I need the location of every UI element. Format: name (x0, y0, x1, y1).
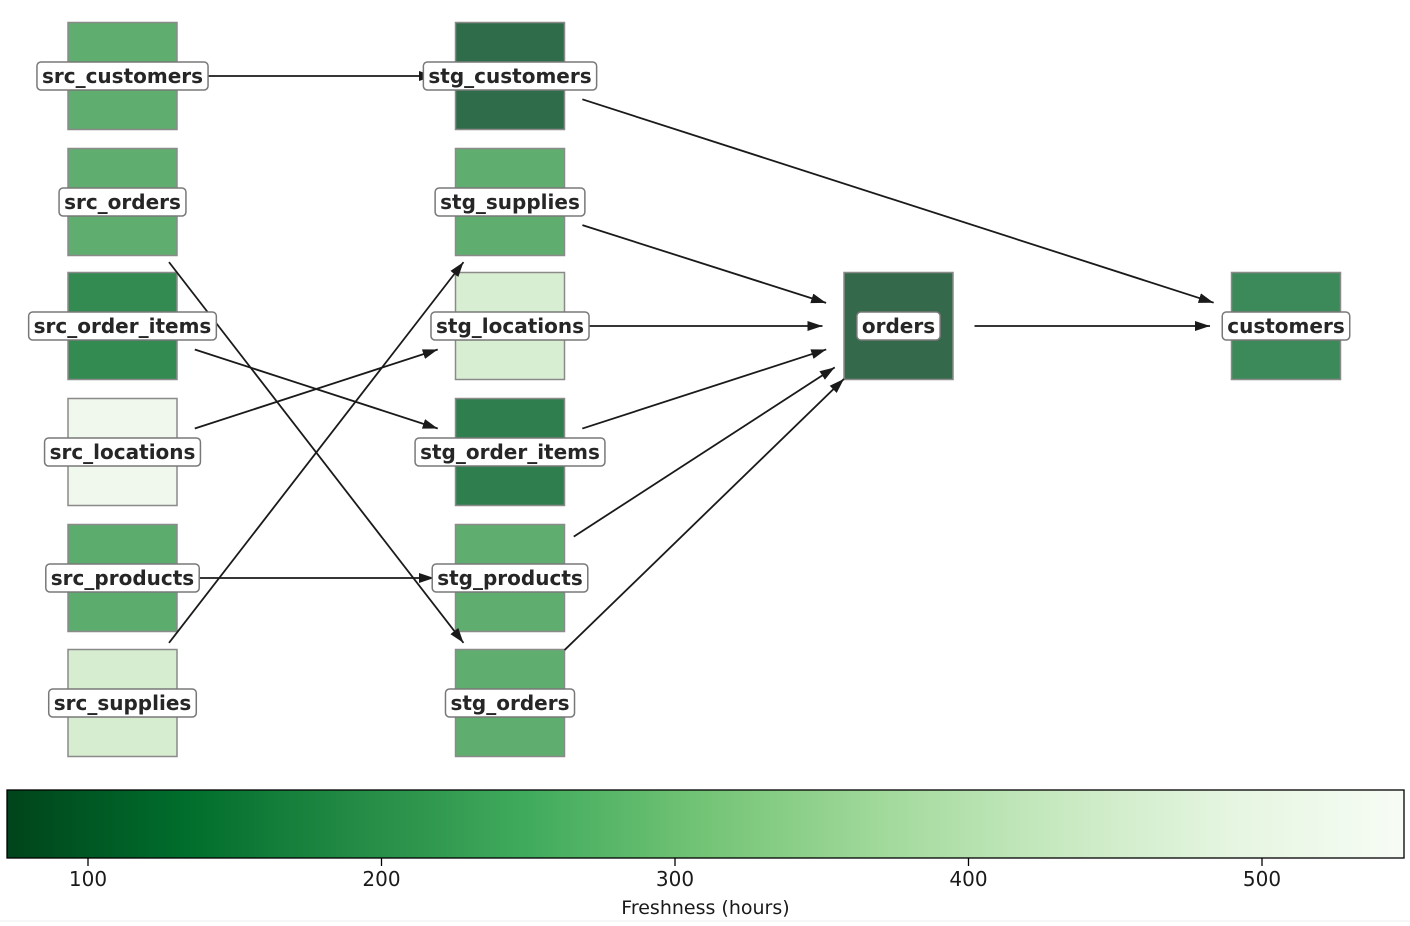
node-src_order_items-label: src_order_items (27, 311, 218, 341)
node-src_locations-label-box (43, 437, 202, 467)
node-stg_supplies-label-box (434, 187, 586, 217)
colorbar-tick-label-400: 400 (949, 867, 987, 891)
node-stg_products-label: stg_products (431, 563, 589, 593)
colorbar-tick-label-300: 300 (656, 867, 694, 891)
node-src_customers-label-text: src_customers (42, 64, 203, 88)
colorbar-tick-label-200: 200 (362, 867, 400, 891)
node-stg_supplies-label-text: stg_supplies (440, 190, 580, 214)
edge-src_locations-to-stg_locations (194, 348, 439, 430)
node-stg_order_items-label: stg_order_items (414, 437, 606, 467)
node-stg_orders-label-box (444, 688, 576, 718)
colorbar-tick-label-500: 500 (1243, 867, 1281, 891)
node-stg_supplies-label: stg_supplies (434, 187, 586, 217)
node-src_locations-label: src_locations (43, 437, 202, 467)
node-stg_locations-label: stg_locations (430, 311, 590, 341)
node-orders-label: orders (856, 311, 941, 341)
edge-stg_orders-to-orders (563, 378, 845, 651)
node-stg_products-label-text: stg_products (437, 566, 583, 590)
node-src_orders-label: src_orders (58, 187, 187, 217)
node-src_order_items-label-box (27, 311, 218, 341)
edge-stg_customers-to-customers (582, 98, 1214, 304)
node-src_locations-label-text: src_locations (50, 440, 196, 464)
colorbar-tick-label-100: 100 (69, 867, 107, 891)
node-src_supplies-label-text: src_supplies (54, 691, 192, 715)
node-customers-label: customers (1221, 311, 1351, 341)
node-src_products-label-box (45, 563, 200, 593)
node-orders-label-box (856, 311, 941, 341)
colorbar-axis-label: Freshness (hours) (621, 897, 789, 919)
edge-src_supplies-to-stg_supplies (168, 261, 465, 644)
node-src_supplies-label: src_supplies (47, 688, 198, 718)
node-stg_orders-label-text: stg_orders (450, 691, 569, 715)
edge-stg_order_items-to-orders (582, 348, 827, 430)
edges-layer (168, 71, 1214, 651)
edge-stg_products-to-orders (573, 366, 836, 538)
colorbar: 100 200 300 400 500 Freshness (hours) (6, 789, 1405, 919)
node-stg_customers-label: stg_customers (422, 61, 598, 91)
node-stg_orders-label: stg_orders (444, 688, 576, 718)
node-stg_products-label-box (431, 563, 589, 593)
node-customers-label-text: customers (1227, 314, 1344, 338)
node-src_products-label-text: src_products (51, 566, 194, 590)
node-src_products-label: src_products (45, 563, 200, 593)
node-src_orders-label-text: src_orders (64, 190, 181, 214)
node-stg_customers-label-text: stg_customers (428, 64, 591, 88)
node-src_customers-label: src_customers (36, 61, 209, 91)
node-src_supplies-label-box (47, 688, 198, 718)
node-stg_locations-label-box (430, 311, 590, 341)
node-customers-label-box (1221, 311, 1351, 341)
node-src_orders-label-box (58, 187, 187, 217)
colorbar-bar (6, 789, 1405, 859)
node-stg_customers-label-box (422, 61, 598, 91)
node-src_order_items-label-text: src_order_items (34, 314, 212, 338)
labels-layer: src_customers src_orders src_order_itemssr… (27, 61, 1351, 718)
node-stg_order_items-label-box (414, 437, 606, 467)
node-stg_locations-label-text: stg_locations (436, 314, 584, 338)
node-orders-label-text: orders (862, 314, 935, 338)
node-stg_order_items-label-text: stg_order_items (420, 440, 600, 464)
edge-stg_supplies-to-orders (582, 224, 827, 304)
node-src_customers-label-box (36, 61, 209, 91)
